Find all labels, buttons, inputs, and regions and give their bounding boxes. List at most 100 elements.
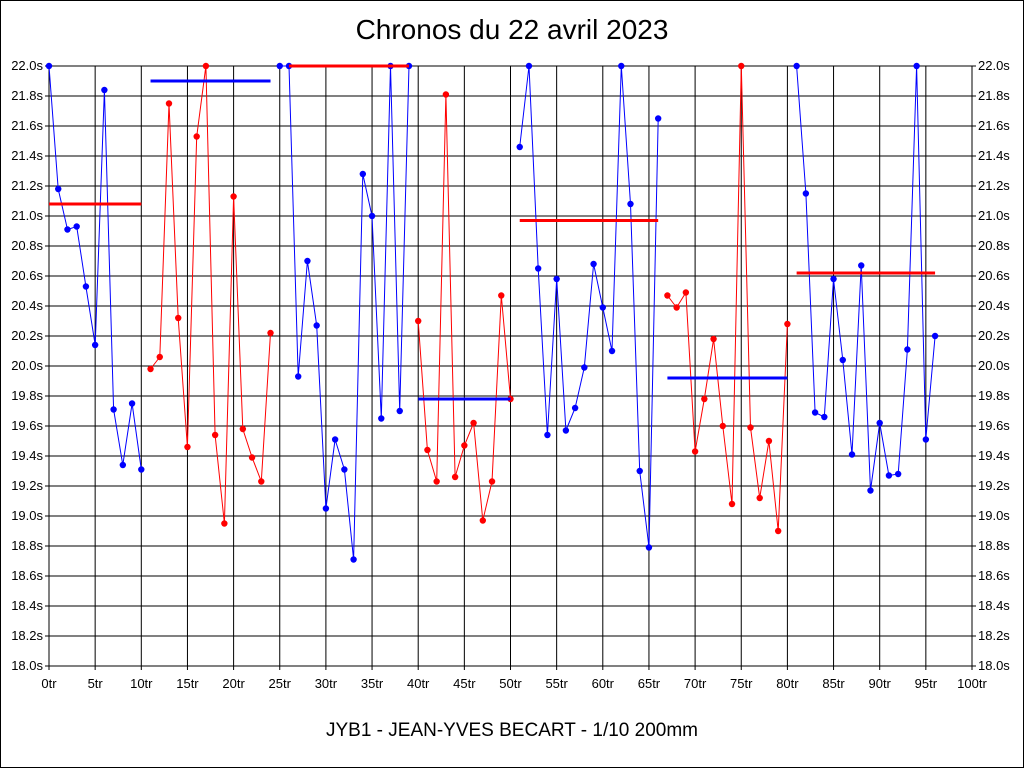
data-point	[165, 100, 173, 107]
data-point	[664, 292, 671, 299]
data-point	[470, 419, 477, 427]
data-point	[931, 332, 939, 340]
data-point	[821, 413, 828, 421]
data-point	[442, 91, 450, 98]
x-tick-label: 65tr	[638, 676, 661, 691]
data-point	[765, 437, 773, 445]
y-tick-label-left: 18.4s	[11, 598, 43, 613]
y-tick-label-right: 18.4s	[978, 598, 1010, 613]
x-tick-label: 35tr	[361, 676, 384, 691]
data-point	[479, 517, 487, 524]
y-tick-label-left: 19.8s	[11, 388, 43, 403]
data-point	[433, 478, 440, 485]
data-point	[55, 185, 62, 193]
y-tick-label-right: 20.4s	[978, 298, 1010, 313]
data-point	[230, 193, 237, 200]
data-point	[415, 317, 422, 325]
data-point	[276, 62, 283, 70]
chart-subtitle: JYB1 - JEAN-YVES BECART - 1/10 200mm	[325, 720, 699, 741]
data-point	[202, 62, 210, 70]
data-point	[562, 427, 570, 434]
data-point	[682, 289, 690, 296]
y-tick-label-left: 20.2s	[11, 328, 43, 343]
x-tick-label: 100tr	[957, 676, 987, 691]
data-point	[211, 431, 219, 439]
y-tick-label-right: 19.0s	[978, 508, 1010, 523]
y-tick-label-left: 18.6s	[11, 568, 43, 583]
x-tick-label: 85tr	[822, 676, 845, 691]
data-point	[248, 454, 256, 461]
data-point	[193, 133, 200, 140]
data-point	[138, 466, 145, 473]
data-point	[571, 404, 579, 412]
data-point	[738, 62, 745, 70]
y-tick-label-left: 20.4s	[11, 298, 43, 313]
data-point	[544, 431, 551, 439]
y-tick-label-left: 19.4s	[11, 448, 43, 463]
data-point	[295, 373, 302, 380]
x-tick-label: 10tr	[130, 676, 153, 691]
data-point	[913, 62, 920, 70]
data-point	[599, 304, 606, 311]
series-line	[519, 65, 659, 548]
data-point	[654, 115, 662, 122]
chart-title: Chronos du 22 avril 2023	[355, 14, 669, 45]
data-point	[396, 407, 403, 415]
data-point	[774, 527, 782, 535]
y-tick-label-right: 20.0s	[978, 358, 1010, 373]
data-point	[322, 505, 330, 512]
x-tick-label: 70tr	[684, 676, 707, 691]
data-point	[64, 226, 71, 233]
data-point	[498, 292, 505, 299]
data-point	[350, 556, 357, 563]
y-tick-label-right: 19.6s	[978, 418, 1010, 433]
data-point	[304, 257, 311, 265]
data-point	[359, 170, 367, 178]
y-tick-label-left: 18.0s	[11, 658, 43, 673]
data-point	[848, 451, 856, 458]
y-tick-label-left: 21.0s	[11, 208, 43, 223]
y-tick-label-left: 18.8s	[11, 538, 43, 553]
data-point	[728, 500, 736, 508]
data-point	[673, 304, 680, 311]
data-point	[91, 341, 99, 349]
data-point	[608, 347, 616, 355]
data-point	[590, 260, 597, 268]
x-tick-label: 30tr	[315, 676, 338, 691]
y-tick-label-right: 21.8s	[978, 88, 1010, 103]
x-tick-label: 95tr	[915, 676, 938, 691]
data-point	[147, 365, 154, 373]
x-tick-label: 0tr	[41, 676, 57, 691]
y-tick-label-left: 20.6s	[11, 268, 43, 283]
data-point	[341, 466, 348, 473]
y-tick-label-right: 18.8s	[978, 538, 1010, 553]
y-tick-label-right: 18.2s	[978, 628, 1010, 643]
y-tick-label-left: 21.8s	[11, 88, 43, 103]
data-point	[627, 200, 634, 208]
data-point	[461, 442, 468, 449]
x-tick-label: 90tr	[868, 676, 891, 691]
data-point	[525, 62, 533, 70]
data-point	[516, 143, 523, 151]
data-point	[110, 406, 117, 413]
data-point	[267, 329, 274, 337]
data-point	[802, 190, 810, 197]
y-tick-label-right: 20.8s	[978, 238, 1010, 253]
x-tick-label: 60tr	[592, 676, 615, 691]
x-tick-label: 5tr	[88, 676, 104, 691]
x-tick-label: 15tr	[176, 676, 199, 691]
y-tick-label-right: 19.4s	[978, 448, 1010, 463]
y-tick-label-right: 19.8s	[978, 388, 1010, 403]
data-point	[128, 400, 136, 407]
data-point	[73, 223, 80, 230]
x-tick-label: 75tr	[730, 676, 753, 691]
data-point	[221, 520, 228, 527]
y-tick-label-left: 21.2s	[11, 178, 43, 193]
series-6	[664, 62, 791, 535]
data-point	[156, 353, 163, 361]
data-point	[645, 544, 653, 551]
y-tick-label-right: 19.2s	[978, 478, 1010, 493]
data-point	[701, 395, 708, 403]
data-point	[488, 478, 496, 485]
